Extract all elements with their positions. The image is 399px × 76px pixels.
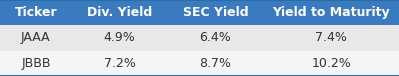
Text: 7.2%: 7.2% (104, 57, 136, 70)
FancyBboxPatch shape (263, 25, 399, 51)
Text: Div. Yield: Div. Yield (87, 6, 152, 19)
Text: SEC Yield: SEC Yield (183, 6, 248, 19)
Text: 4.9%: 4.9% (104, 31, 136, 45)
Text: 8.7%: 8.7% (200, 57, 231, 70)
Text: Yield to Maturity: Yield to Maturity (273, 6, 390, 19)
FancyBboxPatch shape (72, 25, 168, 51)
FancyBboxPatch shape (72, 0, 168, 25)
FancyBboxPatch shape (72, 51, 168, 76)
Text: 6.4%: 6.4% (200, 31, 231, 45)
Text: 7.4%: 7.4% (315, 31, 347, 45)
Text: JAAA: JAAA (21, 31, 51, 45)
FancyBboxPatch shape (168, 0, 263, 25)
FancyBboxPatch shape (168, 25, 263, 51)
FancyBboxPatch shape (263, 0, 399, 25)
FancyBboxPatch shape (263, 51, 399, 76)
FancyBboxPatch shape (0, 0, 72, 25)
Text: JBBB: JBBB (21, 57, 51, 70)
FancyBboxPatch shape (0, 25, 72, 51)
FancyBboxPatch shape (0, 51, 72, 76)
Text: 10.2%: 10.2% (311, 57, 351, 70)
FancyBboxPatch shape (168, 51, 263, 76)
Text: Ticker: Ticker (15, 6, 57, 19)
